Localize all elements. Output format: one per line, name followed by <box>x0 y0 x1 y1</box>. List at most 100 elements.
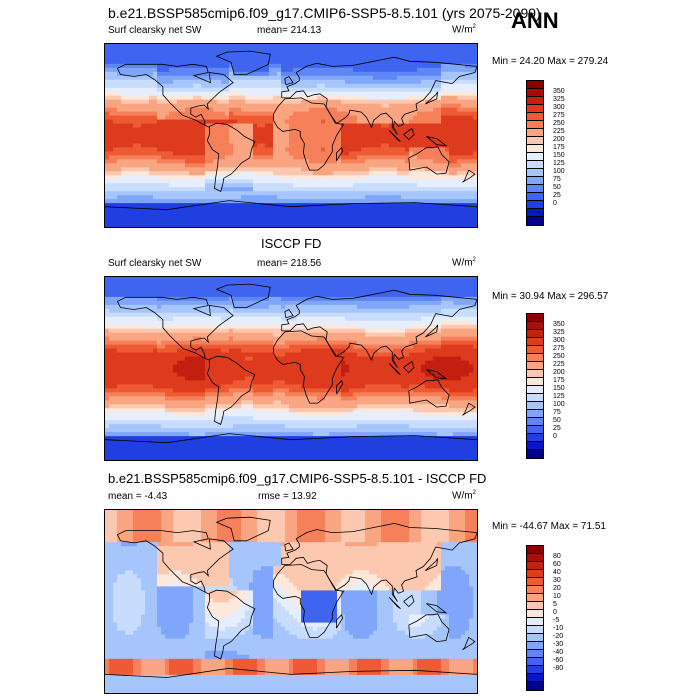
panel3-colorbar <box>526 545 544 691</box>
colorbar-tick-label: 75 <box>553 409 561 416</box>
colorbar-cell <box>527 217 543 225</box>
panel2-title: ISCCP FD <box>261 236 322 251</box>
colorbar-cell <box>527 666 543 674</box>
colorbar-tick-label: 125 <box>553 160 565 167</box>
colorbar-tick-label: -10 <box>553 625 564 632</box>
colorbar-tick-label: 250 <box>553 120 565 127</box>
colorbar-cell <box>527 209 543 217</box>
colorbar-tick-label: 5 <box>553 601 557 608</box>
colorbar-cell <box>527 618 543 626</box>
colorbar-cell <box>527 594 543 602</box>
panel1-mean-label: mean= 214.13 <box>257 25 322 36</box>
panel1-variable-label: Surf clearsky net SW <box>108 25 202 36</box>
colorbar-cell <box>527 113 543 121</box>
colorbar-cell <box>527 634 543 642</box>
colorbar-tick-label: 50 <box>553 184 561 191</box>
colorbar-cell <box>527 129 543 137</box>
colorbar-tick-label: 0 <box>553 609 557 616</box>
colorbar-tick-label: 30 <box>553 577 561 584</box>
colorbar-cell <box>527 546 543 554</box>
colorbar-cell <box>527 201 543 209</box>
colorbar-tick-label: 250 <box>553 353 565 360</box>
colorbar-cell <box>527 370 543 378</box>
colorbar-cell <box>527 193 543 201</box>
panel3-map <box>104 509 478 694</box>
colorbar-cell <box>527 362 543 370</box>
colorbar-tick-label: 25 <box>553 192 561 199</box>
colorbar-cell <box>527 674 543 682</box>
colorbar-cell <box>527 121 543 129</box>
colorbar-cell <box>527 346 543 354</box>
colorbar-cell <box>527 450 543 458</box>
colorbar-cell <box>527 330 543 338</box>
panel3-units: W/m2 <box>452 490 476 502</box>
colorbar-tick-label: 225 <box>553 361 565 368</box>
colorbar-tick-label: 225 <box>553 128 565 135</box>
colorbar-tick-label: -5 <box>553 617 560 624</box>
colorbar-tick-label: 40 <box>553 569 561 576</box>
colorbar-cell <box>527 161 543 169</box>
panel1-units: W/m2 <box>452 24 476 36</box>
coastline <box>105 516 477 678</box>
colorbar-tick-label: -60 <box>553 657 564 664</box>
colorbar-tick-label: 100 <box>553 168 565 175</box>
colorbar-tick-label: -80 <box>553 665 564 672</box>
colorbar-tick-label: 325 <box>553 96 565 103</box>
panel1-map <box>104 43 478 228</box>
colorbar-tick-label: 60 <box>553 561 561 568</box>
colorbar-cell <box>527 410 543 418</box>
colorbar-tick-label: 275 <box>553 112 565 119</box>
colorbar-cell <box>527 402 543 410</box>
figure-title: b.e21.BSSP585cmip6.f09_g17.CMIP6-SSP5-8.… <box>108 5 541 21</box>
colorbar-cell <box>527 81 543 89</box>
colorbar-cell <box>527 642 543 650</box>
panel3-mean-label: mean = -4.43 <box>108 491 168 502</box>
colorbar-tick-label: 10 <box>553 593 561 600</box>
colorbar-tick-label: 325 <box>553 329 565 336</box>
colorbar-tick-label: 200 <box>553 369 565 376</box>
colorbar-cell <box>527 97 543 105</box>
panel2-mean-label: mean= 218.56 <box>257 258 322 269</box>
colorbar-tick-label: 175 <box>553 144 565 151</box>
colorbar-cell <box>527 354 543 362</box>
colorbar-cell <box>527 650 543 658</box>
colorbar-tick-label: 0 <box>553 200 557 207</box>
colorbar-cell <box>527 682 543 690</box>
colorbar-tick-label: 25 <box>553 425 561 432</box>
colorbar-cell <box>527 314 543 322</box>
colorbar-tick-label: 300 <box>553 337 565 344</box>
colorbar-tick-label: -30 <box>553 641 564 648</box>
panel2-map <box>104 276 478 461</box>
colorbar-tick-label: -40 <box>553 649 564 656</box>
colorbar-cell <box>527 658 543 666</box>
colorbar-cell <box>527 378 543 386</box>
colorbar-tick-label: 300 <box>553 104 565 111</box>
panel2-units: W/m2 <box>452 257 476 269</box>
colorbar-tick-label: 0 <box>553 433 557 440</box>
colorbar-cell <box>527 394 543 402</box>
colorbar-cell <box>527 153 543 161</box>
colorbar-tick-label: 150 <box>553 152 565 159</box>
panel2-variable-label: Surf clearsky net SW <box>108 258 202 269</box>
colorbar-tick-label: 350 <box>553 321 565 328</box>
panel1-minmax: Min = 24.20 Max = 279.24 <box>492 56 609 67</box>
colorbar-tick-label: 275 <box>553 345 565 352</box>
colorbar-cell <box>527 570 543 578</box>
colorbar-cell <box>527 626 543 634</box>
colorbar-cell <box>527 177 543 185</box>
colorbar-cell <box>527 322 543 330</box>
colorbar-tick-label: -20 <box>553 633 564 640</box>
colorbar-cell <box>527 145 543 153</box>
colorbar-cell <box>527 602 543 610</box>
panel2-colorbar <box>526 313 544 459</box>
colorbar-tick-label: 50 <box>553 417 561 424</box>
colorbar-cell <box>527 185 543 193</box>
colorbar-tick-label: 20 <box>553 585 561 592</box>
colorbar-cell <box>527 442 543 450</box>
colorbar-cell <box>527 554 543 562</box>
colorbar-cell <box>527 578 543 586</box>
colorbar-tick-label: 100 <box>553 401 565 408</box>
colorbar-cell <box>527 562 543 570</box>
colorbar-tick-label: 75 <box>553 176 561 183</box>
colorbar-cell <box>527 586 543 594</box>
